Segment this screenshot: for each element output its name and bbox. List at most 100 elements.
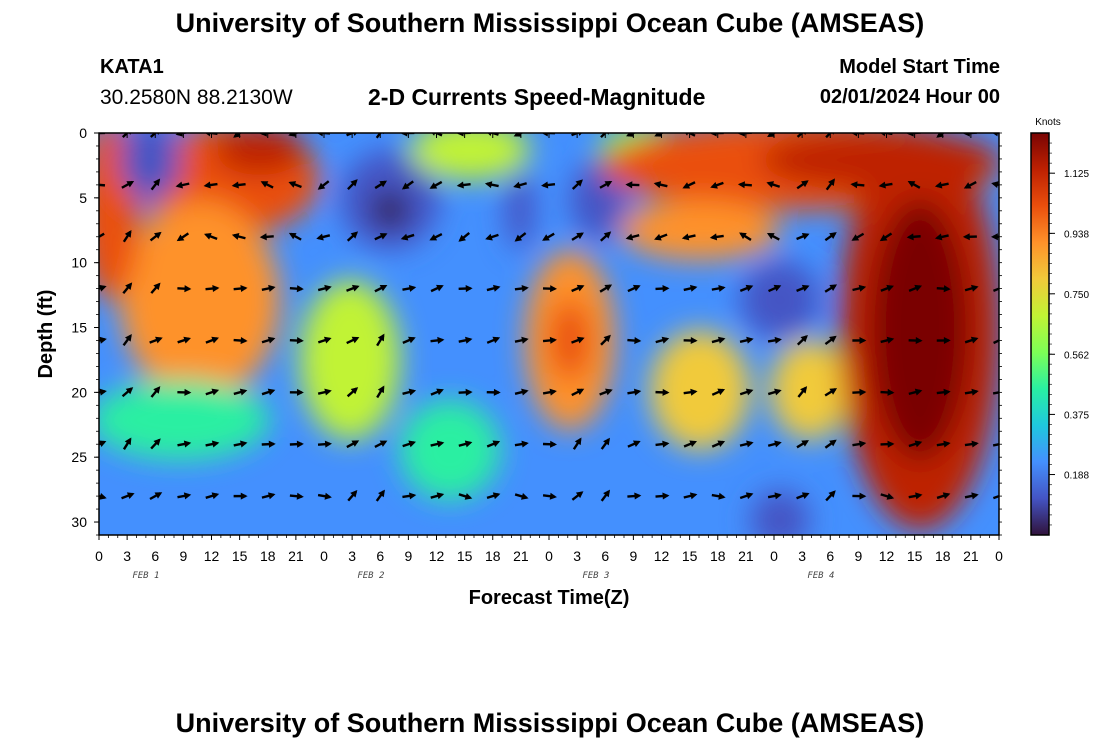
- current-vector: [625, 233, 640, 241]
- current-vector: [964, 284, 979, 292]
- colorbar-tick-label: 0.938: [1064, 229, 1089, 240]
- current-vector: [824, 439, 837, 449]
- current-vector: [485, 233, 499, 241]
- colorbar-tick-label: 0.375: [1064, 410, 1089, 421]
- current-vector: [177, 336, 191, 344]
- current-vector: [288, 232, 302, 241]
- current-vector: [879, 232, 893, 242]
- current-vector: [514, 284, 529, 292]
- current-vector: [514, 388, 529, 396]
- page-title: University of Southern Mississippi Ocean…: [175, 8, 925, 38]
- x-tick-label: 6: [601, 548, 609, 564]
- current-vector: [599, 388, 613, 396]
- x-tick-label: 0: [95, 548, 103, 564]
- chart-title: 2-D Currents Speed-Magnitude: [368, 84, 706, 110]
- current-vector: [317, 336, 332, 344]
- current-vector: [542, 388, 557, 396]
- current-vector: [600, 334, 611, 346]
- current-vector: [991, 233, 999, 241]
- current-vector: [880, 284, 894, 292]
- current-vector: [513, 133, 524, 137]
- current-vector: [486, 284, 501, 292]
- current-vector: [430, 336, 445, 344]
- x-tick-label: 12: [204, 548, 220, 564]
- current-vector: [122, 230, 132, 243]
- footer-title: University of Southern Mississippi Ocean…: [175, 708, 925, 738]
- current-vector: [737, 181, 752, 189]
- current-vector: [514, 232, 527, 242]
- current-vector: [964, 336, 979, 344]
- current-vector: [653, 181, 668, 189]
- current-vector: [739, 440, 754, 448]
- x-tick-label: 18: [260, 548, 276, 564]
- current-vector: [571, 388, 585, 397]
- colorbar-tick-label: 1.125: [1064, 169, 1089, 180]
- current-vector: [572, 437, 582, 450]
- current-vector: [878, 181, 893, 189]
- x-tick-label: 6: [826, 548, 834, 564]
- x-tick-label: 12: [879, 548, 895, 564]
- current-vector: [429, 180, 443, 189]
- current-vector: [204, 233, 218, 240]
- model-start-time: 02/01/2024 Hour 00: [819, 86, 1000, 108]
- current-vector: [203, 181, 218, 189]
- current-vector: [964, 388, 979, 396]
- current-vector: [289, 440, 304, 448]
- x-tick-label: 15: [232, 548, 248, 564]
- current-vector: [233, 133, 242, 138]
- y-tick-label: 10: [71, 255, 87, 271]
- x-tick-label: 18: [710, 548, 726, 564]
- current-vector: [796, 334, 808, 346]
- x-tick-label: 3: [348, 548, 356, 564]
- x-tick-label: 9: [629, 548, 637, 564]
- current-vector: [347, 490, 358, 502]
- colorbar-tick-label: 0.750: [1064, 290, 1089, 301]
- date-label: FEB 3: [582, 571, 609, 581]
- current-vector: [711, 284, 726, 292]
- current-vector: [486, 492, 501, 500]
- current-vector: [402, 336, 416, 344]
- current-vector: [402, 388, 417, 396]
- current-vector: [825, 178, 835, 191]
- current-vector: [121, 387, 134, 398]
- current-vector: [456, 181, 471, 189]
- current-vector: [739, 492, 754, 500]
- current-vector: [205, 284, 220, 293]
- current-vector: [374, 180, 388, 190]
- x-tick-label: 6: [151, 548, 159, 564]
- current-vector: [231, 233, 246, 240]
- y-tick-label: 5: [79, 190, 87, 206]
- current-vector: [852, 492, 867, 500]
- current-vector: [514, 493, 529, 500]
- current-vector: [374, 440, 388, 448]
- current-vector: [346, 284, 360, 292]
- current-vector: [233, 284, 248, 293]
- current-vector: [289, 492, 304, 500]
- current-vector: [542, 285, 557, 293]
- current-vector: [149, 492, 163, 501]
- current-vector: [514, 440, 529, 448]
- current-vector: [655, 285, 670, 293]
- current-vector: [936, 492, 951, 500]
- x-tick-label: 0: [770, 548, 778, 564]
- current-vector: [599, 284, 613, 293]
- current-vector: [121, 492, 135, 500]
- current-vector: [402, 440, 416, 448]
- current-vector: [231, 181, 246, 189]
- current-vector: [99, 284, 107, 292]
- current-vector: [430, 388, 444, 396]
- current-vector: [600, 437, 610, 450]
- current-vector: [484, 181, 499, 189]
- current-vector: [683, 284, 698, 292]
- current-vector: [936, 336, 951, 344]
- current-vector: [346, 440, 360, 449]
- current-vector: [766, 232, 780, 241]
- current-vector: [906, 233, 921, 241]
- current-vector: [317, 492, 332, 500]
- current-vector: [992, 391, 999, 395]
- current-vector: [176, 232, 190, 242]
- current-vector: [710, 181, 724, 189]
- current-vector: [261, 440, 276, 448]
- current-vector: [288, 181, 302, 189]
- current-vector: [936, 388, 951, 396]
